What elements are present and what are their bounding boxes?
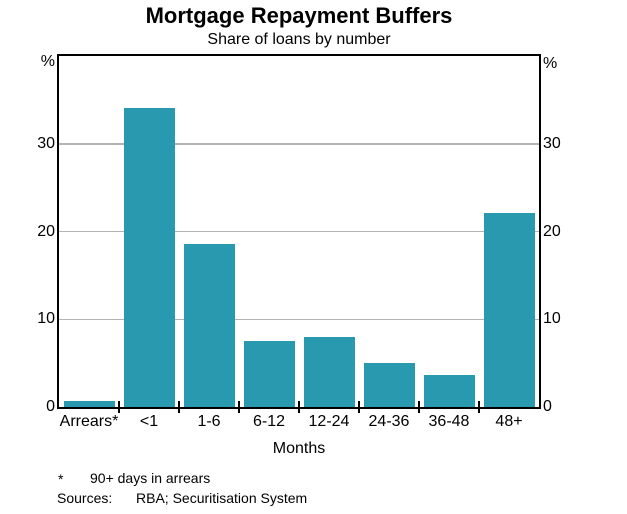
y-tick-label-right: 30 <box>543 134 561 152</box>
y-tick-label-right: 0 <box>543 398 552 415</box>
x-axis-title: Months <box>272 440 326 457</box>
y-tick-label-left: 0 <box>46 398 55 415</box>
chart-bar <box>243 341 295 407</box>
chart-bar <box>123 107 175 407</box>
x-axis-tick <box>238 401 240 413</box>
y-tick-label-left: 20 <box>37 222 55 240</box>
sources-label: Sources: <box>57 490 113 506</box>
y-tick-label-right: 20 <box>543 222 561 240</box>
gridline <box>59 143 539 145</box>
chart-bar <box>363 363 415 407</box>
x-axis-tick <box>358 401 360 413</box>
y-tick-label-right: 10 <box>543 310 561 328</box>
gridline <box>59 318 539 320</box>
x-axis-tick <box>478 401 480 413</box>
chart-title: Mortgage Repayment Buffers <box>145 3 453 28</box>
x-axis-tick <box>118 401 120 413</box>
chart-bar <box>423 375 475 407</box>
sources-text: RBA; Securitisation System <box>136 490 308 506</box>
chart-bar <box>303 336 355 407</box>
chart-subtitle: Share of loans by number <box>207 31 391 48</box>
x-axis-tick <box>298 401 300 413</box>
x-category-label: 6-12 <box>252 413 286 430</box>
y-axis-unit-right: % <box>543 55 558 72</box>
x-category-label: Arrears* <box>59 413 119 430</box>
chart-bar <box>63 400 115 407</box>
y-tick-label-left: 10 <box>37 310 55 328</box>
x-category-label: 12-24 <box>308 413 350 430</box>
chart-bar <box>183 243 235 407</box>
x-category-label: 48+ <box>495 413 523 430</box>
y-tick-label-left: 30 <box>37 134 55 152</box>
footnote-marker: * <box>58 471 64 487</box>
x-axis-tick <box>418 401 420 413</box>
gridline <box>59 230 539 233</box>
footnote-text: 90+ days in arrears <box>90 470 211 486</box>
x-category-label: 1-6 <box>197 413 221 430</box>
chart-bar <box>483 213 535 407</box>
x-category-label: 24-36 <box>368 413 410 430</box>
x-category-label: <1 <box>139 413 159 430</box>
x-category-label: 36-48 <box>428 413 470 430</box>
y-axis-unit-left: % <box>40 53 55 70</box>
x-axis-tick <box>178 401 180 413</box>
